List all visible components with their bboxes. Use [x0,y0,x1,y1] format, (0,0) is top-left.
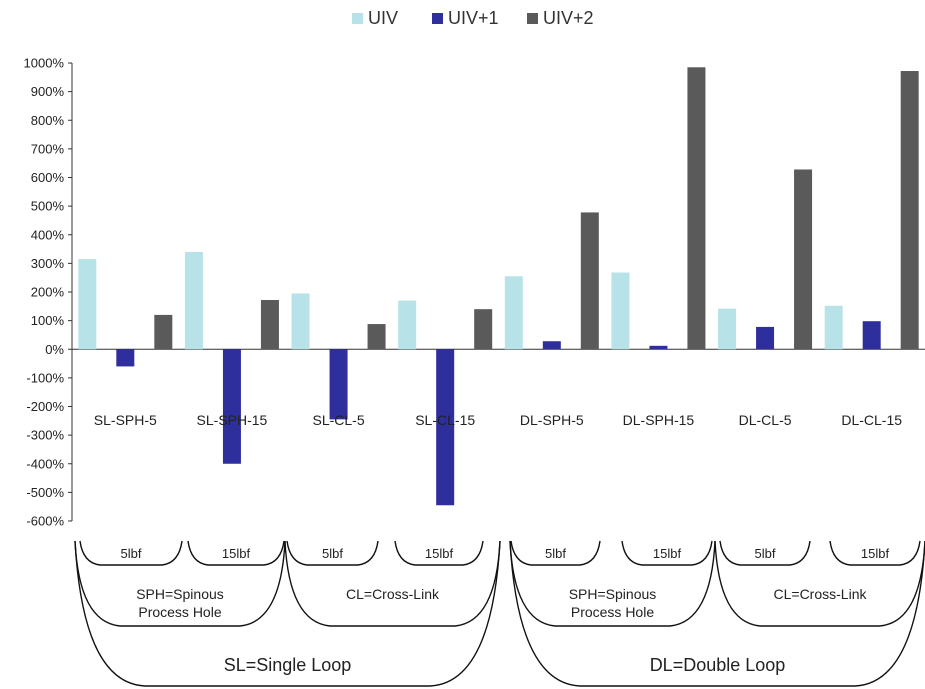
bar-uiv-sl-sph-5 [78,259,97,350]
load-label: 15lbf [222,546,251,561]
bar-uivplus1-dl-cl-5 [756,326,775,350]
bar-uiv-sl-cl-15 [398,300,417,350]
bar-uivplus1-sl-sph-15 [222,349,241,464]
bar-uivplus1-dl-sph-5 [542,341,561,350]
loop-bracket [74,540,501,687]
bar-uivplus2-sl-cl-15 [474,309,493,350]
legend-swatch-2 [527,13,538,24]
load-bracket [394,540,484,566]
y-tick-label: -500% [26,485,64,500]
method-bracket [74,540,286,627]
bar-uivplus2-dl-cl-5 [794,169,813,350]
bar-uivplus1-sl-cl-15 [436,349,455,506]
bar-uivplus2-sl-sph-15 [260,300,279,350]
loop-bracket [509,540,925,687]
category-label: SL-CL-15 [415,412,475,428]
bar-uiv-dl-sph-5 [504,276,523,350]
load-bracket [286,540,379,566]
bar-uiv-sl-sph-15 [184,251,203,350]
y-tick-label: -100% [26,370,64,385]
category-label: SL-CL-5 [312,412,364,428]
legend-swatch-0 [352,13,363,24]
category-label: DL-SPH-15 [623,412,695,428]
y-tick-label: -300% [26,428,64,443]
load-label: 15lbf [861,546,890,561]
bars [78,67,919,506]
load-bracket [829,540,921,566]
load-label: 5lbf [121,546,142,561]
method-label: SPH=Spinous [569,586,657,602]
y-tick-label: -600% [26,514,64,529]
group-brackets: 5lbf 15lbf 5lbf 15lbf 5lbf 15lbf 5lbf 15lbf SPH=… [74,540,925,687]
y-axis: -600% -500% -400% -300% -200% -100% 0% 100% 200%… [24,56,925,529]
y-tick-label: 300% [31,256,65,271]
load-bracket [187,540,285,566]
bar-uivplus2-sl-cl-5 [367,324,386,350]
load-label: 5lbf [545,546,566,561]
y-tick-label: 700% [31,141,65,156]
bar-uiv-dl-cl-15 [824,305,843,350]
load-bracket [621,540,713,566]
bar-uiv-sl-cl-5 [291,293,310,350]
category-label: DL-CL-5 [739,412,792,428]
bar-uivplus2-dl-cl-15 [900,71,919,350]
load-bracket [79,540,183,566]
category-label: DL-SPH-5 [520,412,584,428]
legend-label-1: UIV+1 [448,8,499,28]
y-tick-label: 1000% [24,56,65,71]
method-bracket [509,540,716,627]
category-label: DL-CL-15 [841,412,902,428]
bar-uivplus1-dl-sph-15 [649,345,668,350]
method-label: SPH=Spinous [136,586,224,602]
y-tick-label: 600% [31,170,65,185]
y-tick-label: 400% [31,227,65,242]
bar-uivplus2-dl-sph-15 [687,67,706,350]
legend-label-2: UIV+2 [543,8,594,28]
legend: UIV UIV+1 UIV+2 [352,8,594,28]
bar-uiv-dl-sph-15 [611,272,630,350]
load-bracket [719,540,811,566]
legend-swatch-1 [432,13,443,24]
category-label: SL-SPH-15 [197,412,268,428]
load-label: 15lbf [425,546,454,561]
y-tick-label: 200% [31,285,65,300]
method-label: Process Hole [571,604,654,620]
x-axis: SL-SPH-5 SL-SPH-15 SL-CL-5 SL-CL-15 DL-SPH-5… [94,412,902,428]
method-bracket [284,540,501,627]
y-tick-label: -200% [26,399,64,414]
bar-uiv-dl-cl-5 [718,308,737,350]
y-tick-label: 900% [31,84,65,99]
loop-label: SL=Single Loop [224,655,352,675]
bar-uivplus1-dl-cl-15 [862,321,881,350]
y-tick-label: -400% [26,456,64,471]
loop-label: DL=Double Loop [650,655,786,675]
bar-uivplus1-sl-cl-5 [329,349,348,420]
category-label: SL-SPH-5 [94,412,157,428]
bar-uivplus2-sl-sph-5 [154,314,173,350]
load-bracket [510,540,601,566]
legend-label-0: UIV [368,8,398,28]
method-bracket [714,540,925,627]
y-tick-label: 500% [31,199,65,214]
load-label: 15lbf [653,546,682,561]
load-label: 5lbf [322,546,343,561]
method-label: CL=Cross-Link [774,586,868,602]
y-tick-label: 800% [31,113,65,128]
method-label: CL=Cross-Link [346,586,440,602]
y-tick-label: 100% [31,313,65,328]
y-tick-label: 0% [45,342,64,357]
load-label: 5lbf [755,546,776,561]
bar-uivplus2-dl-sph-5 [580,212,599,350]
method-label: Process Hole [138,604,221,620]
bar-uivplus1-sl-sph-5 [116,349,135,367]
